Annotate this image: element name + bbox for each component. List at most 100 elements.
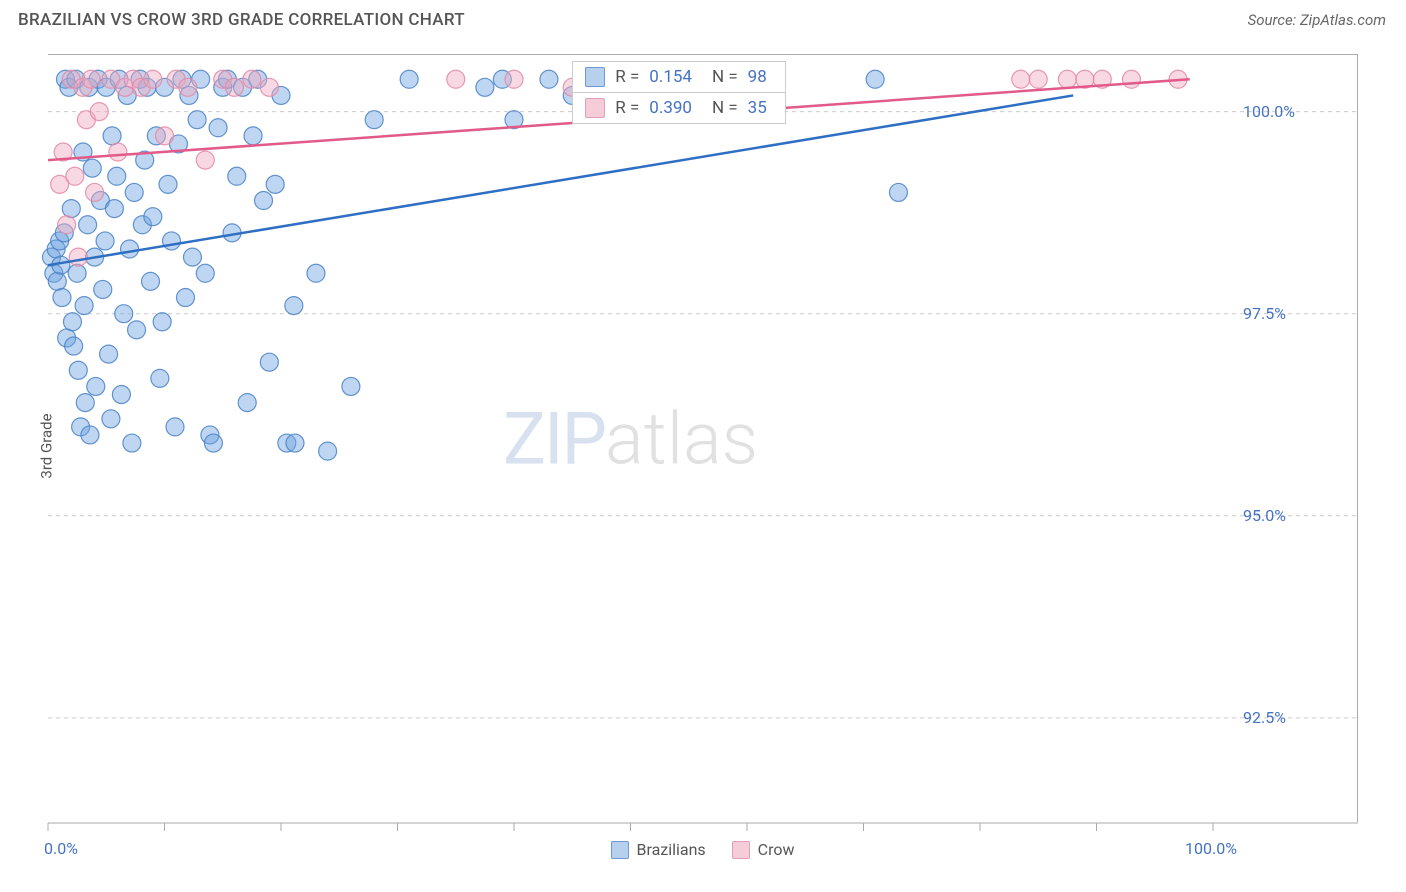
legend-swatch-icon <box>732 841 750 859</box>
scatter-point <box>183 248 201 266</box>
scatter-point <box>112 386 130 404</box>
scatter-point <box>65 337 83 355</box>
correlation-row: R = 0.390 N = 35 <box>573 93 785 123</box>
scatter-point <box>66 167 84 185</box>
scatter-point <box>225 78 243 96</box>
scatter-point <box>228 167 246 185</box>
scatter-point <box>244 127 262 145</box>
scatter-point <box>53 289 71 307</box>
scatter-point <box>83 159 101 177</box>
scatter-point <box>319 442 337 460</box>
scatter-point <box>286 434 304 452</box>
scatter-point <box>69 248 87 266</box>
n-label: N = <box>712 67 738 87</box>
scatter-point <box>505 70 523 88</box>
scatter-point <box>447 70 465 88</box>
n-value: 35 <box>748 98 767 118</box>
scatter-point <box>260 353 278 371</box>
chart-container: ZIPatlas R =0.154N =98R =0.390N =35 92.5… <box>48 54 1358 822</box>
legend-label: Crow <box>758 840 795 859</box>
r-value: 0.390 <box>649 98 692 118</box>
scatter-point <box>260 78 278 96</box>
scatter-point <box>69 361 87 379</box>
scatter-point <box>196 264 214 282</box>
scatter-point <box>285 297 303 315</box>
scatter-point <box>58 216 76 234</box>
scatter-point <box>153 313 171 331</box>
scatter-point <box>166 418 184 436</box>
scatter-point <box>238 394 256 412</box>
scatter-point <box>76 394 94 412</box>
source-label: Source: ZipAtlas.com <box>1248 11 1386 29</box>
scatter-point <box>63 313 81 331</box>
scatter-point <box>188 111 206 129</box>
scatter-point <box>75 297 93 315</box>
scatter-point <box>108 167 126 185</box>
scatter-point <box>48 272 66 290</box>
y-tick-label: 100.0% <box>1243 102 1343 121</box>
scatter-point <box>68 264 86 282</box>
scatter-point <box>121 240 139 258</box>
legend-swatch-icon <box>610 841 628 859</box>
scatter-plot <box>48 55 1213 823</box>
scatter-point <box>144 70 162 88</box>
scatter-point <box>62 200 80 218</box>
chart-header: BRAZILIAN VS CROW 3RD GRADE CORRELATION … <box>0 0 1406 44</box>
scatter-point <box>176 289 194 307</box>
legend-swatch-icon <box>585 98 605 118</box>
scatter-point <box>889 183 907 201</box>
scatter-point <box>81 426 99 444</box>
x-tick-label: 0.0% <box>44 839 78 858</box>
scatter-point <box>1058 70 1076 88</box>
scatter-point <box>100 345 118 363</box>
scatter-point <box>266 175 284 193</box>
scatter-point <box>162 232 180 250</box>
scatter-point <box>342 377 360 395</box>
correlation-legend: R = 0.154 N = 98 R = 0.390 N = 35 <box>572 61 786 124</box>
scatter-point <box>540 70 558 88</box>
chart-title: BRAZILIAN VS CROW 3RD GRADE CORRELATION … <box>18 10 465 30</box>
scatter-point <box>115 305 133 323</box>
scatter-point <box>144 208 162 226</box>
scatter-point <box>209 119 227 137</box>
y-tick-label: 95.0% <box>1243 506 1343 525</box>
scatter-point <box>866 70 884 88</box>
series-legend: Brazilians Crow <box>610 840 794 859</box>
legend-item: Crow <box>732 840 795 859</box>
legend-swatch-icon <box>585 67 605 87</box>
scatter-point <box>109 143 127 161</box>
scatter-point <box>400 70 418 88</box>
scatter-point <box>125 183 143 201</box>
scatter-point <box>196 151 214 169</box>
n-label: N = <box>712 98 738 118</box>
n-value: 98 <box>748 67 767 87</box>
scatter-point <box>102 410 120 428</box>
source-name: ZipAtlas.com <box>1300 11 1386 29</box>
scatter-point <box>179 78 197 96</box>
scatter-point <box>96 232 114 250</box>
scatter-point <box>94 280 112 298</box>
scatter-point <box>90 103 108 121</box>
legend-label: Brazilians <box>636 840 705 859</box>
scatter-point <box>1012 70 1030 88</box>
y-tick-label: 97.5% <box>1243 304 1343 323</box>
scatter-point <box>87 377 105 395</box>
scatter-point <box>156 127 174 145</box>
scatter-point <box>123 434 141 452</box>
source-prefix: Source: <box>1248 11 1300 29</box>
plot-area: ZIPatlas R =0.154N =98R =0.390N =35 <box>48 55 1213 823</box>
scatter-point <box>159 175 177 193</box>
r-value: 0.154 <box>649 67 692 87</box>
scatter-point <box>243 70 261 88</box>
scatter-point <box>476 78 494 96</box>
scatter-point <box>1122 70 1140 88</box>
scatter-point <box>307 264 325 282</box>
correlation-row: R =0.154N =98 <box>573 62 785 93</box>
scatter-point <box>151 369 169 387</box>
scatter-point <box>365 111 383 129</box>
r-label: R = <box>615 98 639 118</box>
scatter-point <box>128 321 146 339</box>
y-tick-label: 92.5% <box>1243 708 1343 727</box>
scatter-point <box>86 183 104 201</box>
scatter-point <box>105 200 123 218</box>
